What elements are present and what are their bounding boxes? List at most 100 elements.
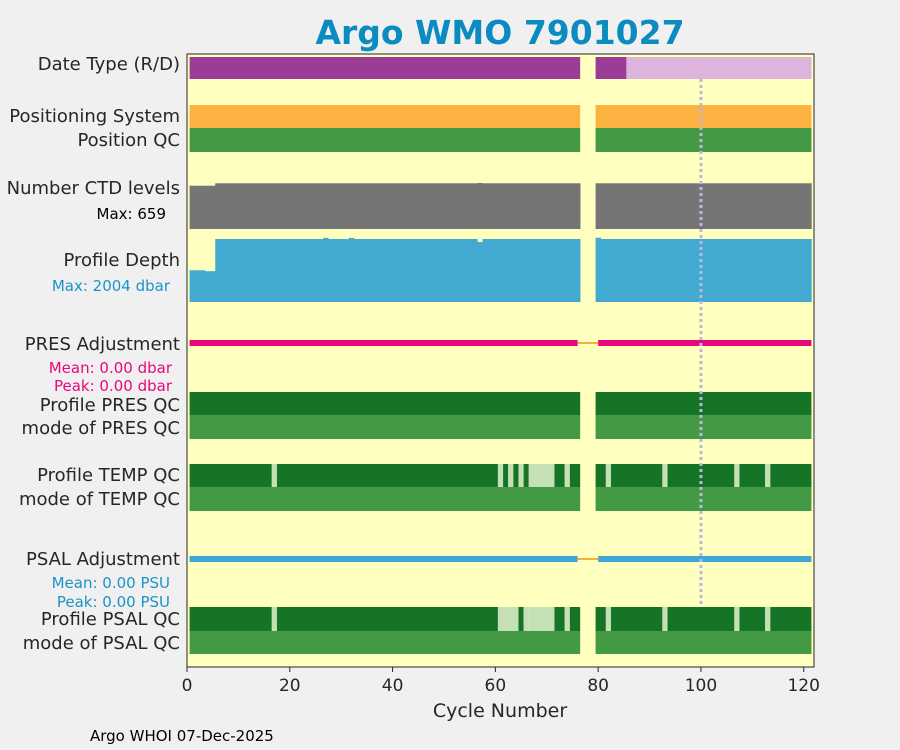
row-label-profile-depth: Profile Depth (63, 250, 180, 271)
row-label-position-qc: Position QC (77, 130, 180, 151)
position-qc-segment-0 (189, 128, 581, 152)
profile-psal-qc-segment-16 (739, 607, 766, 631)
profile-depth-bar-4 (328, 239, 350, 302)
plot-background (187, 54, 814, 667)
ctd-max-annotation: Max: 659 (97, 205, 166, 223)
profile-depth-bar-0 (189, 270, 206, 302)
profile-psal-qc-segment-18 (770, 607, 812, 631)
profile-temp-qc-segment-20 (765, 464, 771, 487)
ctd-levels-bar-2 (477, 183, 483, 229)
psal-mean-annotation: Mean: 0.00 PSU (52, 574, 170, 592)
profile-psal-qc-segment-2 (276, 607, 498, 631)
x-tick-label-120: 120 (787, 676, 819, 696)
profile-depth-bar-6 (354, 239, 478, 302)
profile-psal-qc-segment-11 (605, 607, 611, 631)
profile-psal-qc-segment-8 (564, 607, 570, 631)
x-tick-label-60: 60 (485, 676, 507, 696)
date-type-segment-0 (189, 57, 581, 79)
profile-psal-qc-segment-5 (523, 607, 529, 631)
profile-depth-bar-3 (323, 237, 329, 302)
x-tick-label-0: 0 (182, 676, 193, 696)
profile-psal-qc-segment-13 (662, 607, 668, 631)
ctd-levels-bar-0 (189, 185, 216, 229)
mode-psal-qc-segment-0 (189, 631, 581, 654)
profile-psal-qc-segment-14 (667, 607, 735, 631)
row-label-date-type: Date Type (R/D) (38, 54, 180, 75)
profile-temp-qc-segment-21 (770, 464, 812, 487)
mode-psal-qc-segment-1 (595, 631, 812, 654)
pres-adjustment-segment-0 (189, 340, 578, 346)
ctd-levels-bar-3 (482, 183, 581, 229)
row-label-ctd-levels: Number CTD levels (7, 178, 180, 199)
profile-temp-qc-segment-16 (662, 464, 668, 487)
profile-depth-bar-9 (595, 237, 602, 302)
mode-pres-qc-segment-0 (189, 415, 581, 439)
profile-psal-qc-segment-10 (595, 607, 606, 631)
profile-temp-qc-segment-8 (523, 464, 529, 487)
profile-temp-qc-segment-13 (595, 464, 606, 487)
profile-temp-qc-segment-19 (739, 464, 766, 487)
profile-temp-qc-segment-7 (518, 464, 524, 487)
profile-depth-bar-5 (348, 237, 355, 302)
profile-depth-bar-10 (600, 239, 812, 302)
x-axis-label: Cycle Number (433, 700, 567, 722)
row-label-mode-psal-qc: mode of PSAL QC (23, 633, 180, 654)
row-label-mode-pres-qc: mode of PRES QC (22, 418, 180, 439)
row-label-mode-temp-qc: mode of TEMP QC (19, 489, 180, 510)
profile-depth-bar-8 (482, 239, 581, 302)
x-tick-label-100: 100 (685, 676, 717, 696)
profile-temp-qc-segment-9 (528, 464, 555, 487)
pres-adjustment-segment-1 (598, 340, 812, 346)
profile-psal-qc-segment-15 (734, 607, 740, 631)
plot-frame (186, 53, 815, 668)
profile-psal-qc-segment-0 (189, 607, 272, 631)
psal-adjustment-segment-1 (598, 556, 812, 562)
profile-temp-qc-segment-14 (605, 464, 611, 487)
profile-psal-qc-segment-1 (271, 607, 277, 631)
profile-depth-bar-7 (477, 241, 483, 302)
profile-temp-qc-segment-12 (569, 464, 581, 487)
profile-psal-qc-segment-9 (569, 607, 581, 631)
mode-temp-qc-segment-0 (189, 487, 581, 511)
profile-temp-qc-segment-3 (497, 464, 504, 487)
x-tick-label-80: 80 (587, 676, 609, 696)
row-label-positioning-system: Positioning System (9, 106, 180, 127)
profile-pres-qc-segment-1 (595, 392, 812, 415)
x-tick-label-40: 40 (382, 676, 404, 696)
psal-peak-annotation: Peak: 0.00 PSU (57, 593, 170, 611)
position-qc-segment-1 (595, 128, 812, 152)
mode-pres-qc-segment-1 (595, 415, 812, 439)
footer-credit: Argo WHOI 07-Dec-2025 (90, 727, 274, 745)
profile-psal-qc-segment-12 (610, 607, 663, 631)
profile-depth-bar-2 (215, 239, 324, 302)
pres-mean-annotation: Mean: 0.00 dbar (49, 359, 173, 377)
profile-psal-qc-segment-4 (518, 607, 524, 631)
profile-temp-qc-segment-15 (610, 464, 663, 487)
psal-adjustment-segment-0 (189, 556, 578, 562)
profile-temp-qc-segment-6 (513, 464, 519, 487)
positioning-system-segment-0 (189, 105, 581, 128)
x-tick-label-20: 20 (279, 676, 301, 696)
date-type-segment-2 (626, 57, 812, 79)
row-label-profile-psal-qc: Profile PSAL QC (41, 609, 180, 630)
profile-temp-qc-segment-0 (189, 464, 272, 487)
profile-pres-qc-segment-0 (189, 392, 581, 415)
profile-temp-qc-segment-10 (554, 464, 565, 487)
profile-depth-bar-1 (204, 271, 216, 302)
pres-peak-annotation: Peak: 0.00 dbar (54, 377, 173, 395)
chart-title: Argo WMO 7901027 (315, 13, 684, 52)
profile-temp-qc-segment-11 (564, 464, 570, 487)
row-label-profile-temp-qc: Profile TEMP QC (37, 465, 180, 486)
profile-psal-qc-segment-3 (497, 607, 519, 631)
profile-temp-qc-segment-2 (276, 464, 498, 487)
date-type-segment-1 (595, 57, 627, 79)
x-axis-ticks: 0 20 40 60 80 100 120 (182, 667, 820, 696)
row-label-profile-pres-qc: Profile PRES QC (40, 395, 180, 416)
positioning-system-segment-1 (595, 105, 812, 128)
profile-temp-qc-segment-5 (508, 464, 514, 487)
profile-temp-qc-segment-1 (271, 464, 277, 487)
timeline-bars (189, 57, 812, 654)
row-label-psal-adjustment: PSAL Adjustment (26, 549, 180, 570)
profile-psal-qc-segment-17 (765, 607, 771, 631)
